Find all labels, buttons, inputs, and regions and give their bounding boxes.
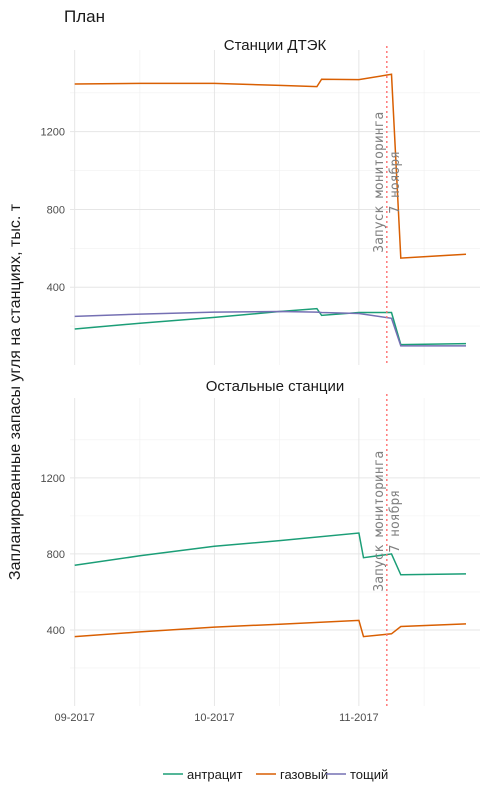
legend-item: тощий xyxy=(326,767,388,782)
facet-label: Остальные станции xyxy=(206,378,345,395)
series-line-газовый xyxy=(74,73,467,259)
legend-item: антрацит xyxy=(163,767,243,782)
legend-item: газовый xyxy=(256,767,328,782)
panel-2: 400 800 1200 Остальные станции Запуск монито… xyxy=(41,378,480,706)
facet-label: Станции ДТЭК xyxy=(224,37,327,54)
x-axis: 09-2017 10-2017 11-2017 xyxy=(54,712,378,724)
y-tick-label: 1200 xyxy=(41,127,65,139)
x-tick-label: 09-2017 xyxy=(54,712,94,724)
y-tick-label: 400 xyxy=(47,625,65,637)
y-tick-label: 1200 xyxy=(41,473,65,485)
panel-1: 400 800 1200 Станции ДТЭК Запуск мониторинга… xyxy=(41,37,480,365)
legend: антрацит газовый тощий xyxy=(163,767,388,782)
annotation-text: 7 ноября xyxy=(388,490,403,553)
annotation-text: 7 ноября xyxy=(388,151,403,214)
legend-label: тощий xyxy=(350,767,388,782)
y-tick-label: 400 xyxy=(47,282,65,294)
chart-title: План xyxy=(64,7,105,26)
y-tick-label: 800 xyxy=(47,204,65,216)
facet-panels: 400 800 1200 Станции ДТЭК Запуск мониторинга… xyxy=(41,37,480,706)
legend-label: антрацит xyxy=(187,767,243,782)
y-axis-label: Запланированные запасы угля на станциях,… xyxy=(7,203,24,580)
annotation-text: Запуск мониторинга xyxy=(372,112,387,253)
series-line-тощий xyxy=(74,310,466,347)
annotation-text: Запуск мониторинга xyxy=(372,451,387,592)
x-tick-label: 10-2017 xyxy=(194,712,234,724)
series-line-газовый xyxy=(74,619,467,638)
y-tick-label: 800 xyxy=(47,549,65,561)
x-tick-label: 11-2017 xyxy=(339,712,379,724)
series-line-антрацит xyxy=(74,532,467,576)
legend-label: газовый xyxy=(280,767,328,782)
